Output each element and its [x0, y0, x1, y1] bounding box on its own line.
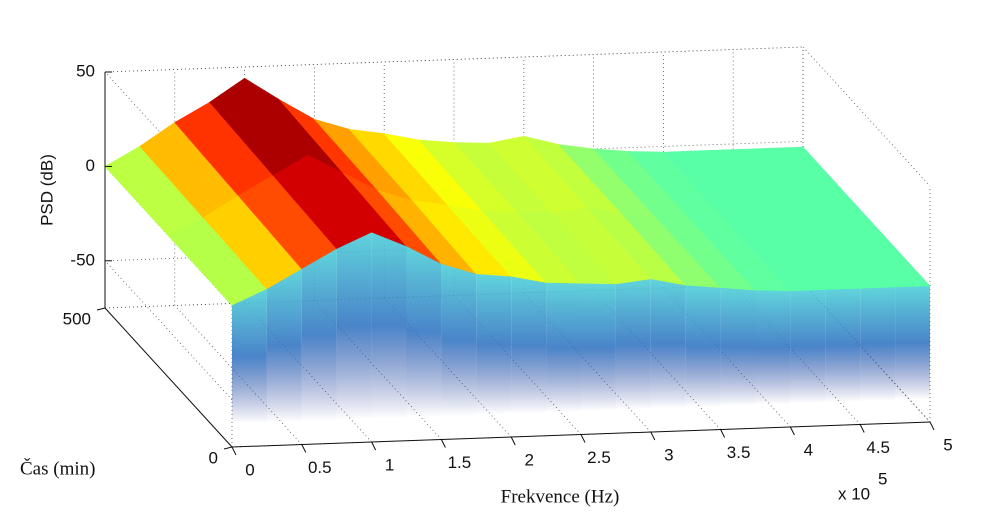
x-tick-label: 3.5	[727, 443, 751, 462]
grid-line	[104, 71, 233, 212]
surface-skirt	[720, 287, 756, 406]
x-tick	[929, 421, 935, 431]
y-tick	[96, 307, 106, 311]
x-tick-label: 1	[385, 455, 394, 474]
x-tick-label: 2.5	[587, 448, 611, 467]
x-tick-label: 0.5	[308, 458, 332, 477]
z-tick-label: 50	[76, 61, 95, 80]
x-tick-label: 2	[524, 450, 533, 469]
grid-line	[104, 46, 804, 73]
x-tick-label: 1.5	[448, 453, 472, 472]
surface-skirt	[790, 289, 826, 404]
surface-skirt	[476, 274, 512, 415]
grid-line	[104, 282, 804, 309]
y-tick-label: 500	[63, 309, 91, 328]
surface-skirt	[581, 283, 616, 411]
x-tick	[580, 434, 586, 443]
surface-skirt	[232, 289, 267, 424]
z-axis-label: PSD (dB)	[37, 154, 56, 226]
x-tick	[510, 436, 516, 446]
grid-line	[104, 260, 233, 401]
surface-skirt	[371, 232, 407, 419]
z-tick-label: 0	[86, 156, 95, 175]
surface-skirt	[755, 290, 791, 405]
x-tick-label: 5	[943, 435, 952, 454]
x-tick-label: 0	[245, 460, 254, 479]
x-axis-label: Frekvence (Hz)	[501, 486, 620, 507]
x-tick	[371, 441, 377, 451]
surface-skirt	[685, 285, 721, 408]
surface-skirt	[895, 286, 930, 400]
x-tick-label: 4.5	[866, 438, 890, 457]
surface-skirt	[301, 248, 337, 421]
x-tick	[231, 446, 237, 456]
x-tick-label: 3	[664, 445, 673, 464]
surface-skirt	[441, 263, 477, 416]
surface-skirt	[650, 279, 686, 409]
box-edge	[802, 46, 931, 187]
x-multiplier: x 10	[838, 484, 870, 503]
surface-skirt	[336, 232, 372, 420]
surface-skirt	[266, 268, 302, 423]
x-tick	[859, 424, 865, 433]
x-multiplier-exponent: 5	[878, 469, 887, 488]
surface-skirt	[825, 288, 861, 403]
surface-skirt	[860, 287, 896, 401]
x-tick	[789, 426, 795, 436]
surface-skirt	[615, 279, 651, 410]
surface-skirt	[511, 276, 547, 414]
y-tick	[223, 446, 233, 450]
x-tick	[440, 439, 446, 448]
surface-patch	[830, 216, 931, 288]
y-axis-label: Čas (min)	[20, 457, 95, 479]
y-axis	[104, 307, 233, 448]
x-tick	[650, 431, 656, 441]
z-tick-label: -50	[70, 250, 95, 269]
x-tick-label: 4	[804, 440, 813, 459]
x-tick	[301, 444, 307, 453]
surface-skirt	[406, 246, 442, 418]
surface	[104, 77, 931, 424]
grid-line	[174, 305, 303, 445]
x-tick	[720, 429, 726, 438]
y-tick-label: 0	[209, 448, 218, 467]
surface-skirt	[546, 282, 581, 413]
